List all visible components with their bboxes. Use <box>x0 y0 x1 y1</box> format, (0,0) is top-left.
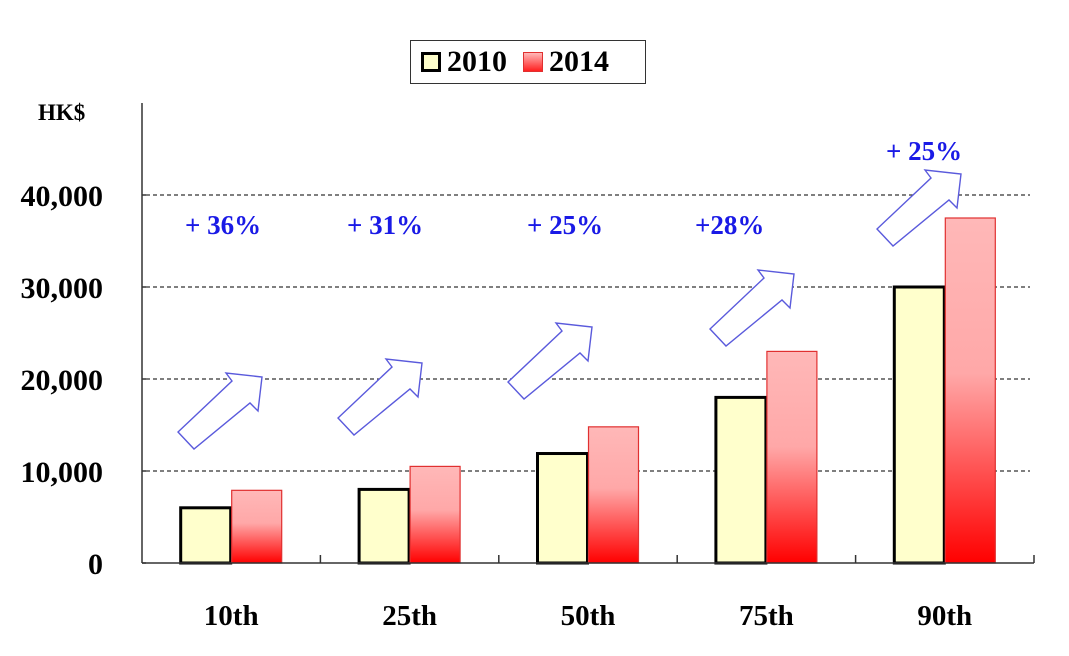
y-tick-label: 20,000 <box>20 364 104 397</box>
x-tick-label: 75th <box>738 600 794 632</box>
x-tick-label: 50th <box>560 600 616 632</box>
growth-percent-label: + 25% <box>886 136 963 166</box>
legend-item-2014: 2014 <box>523 47 609 77</box>
y-tick-label: 30,000 <box>20 272 104 305</box>
bar-2014-25th <box>409 465 461 564</box>
x-tick-label: 10th <box>203 600 259 632</box>
growth-arrows <box>177 169 962 450</box>
bars <box>179 217 996 565</box>
bar-2010-25th <box>357 487 411 565</box>
legend-label-2010: 2010 <box>447 45 507 78</box>
arrow-up-right-icon <box>337 358 423 436</box>
y-tick-label: 0 <box>88 548 103 581</box>
growth-percent-label: + 36% <box>185 210 262 240</box>
bar-2014-90th <box>944 217 996 564</box>
legend-item-2010: 2010 <box>421 47 507 77</box>
growth-percent-label: +28% <box>695 210 765 240</box>
bar-2010-90th <box>892 285 946 565</box>
legend-swatch-2010 <box>421 52 441 72</box>
bar-2014-75th <box>766 350 818 564</box>
x-tick-label: 25th <box>382 600 437 632</box>
bar-2010-75th <box>714 395 768 565</box>
arrow-up-right-icon <box>876 169 962 247</box>
bar-2010-50th <box>536 452 589 565</box>
y-tick-label: 10,000 <box>20 456 104 489</box>
axes <box>141 103 1035 564</box>
arrow-up-right-icon <box>507 322 593 400</box>
growth-percent-label: + 31% <box>347 210 424 240</box>
arrow-up-right-icon <box>177 372 263 450</box>
bar-2010-10th <box>179 506 233 565</box>
bar-2014-10th <box>231 489 283 564</box>
legend: 2010 2014 <box>410 40 646 84</box>
y-axis-unit-label: HK$ <box>38 100 86 125</box>
x-tick-label: 90th <box>917 600 973 632</box>
bar-2014-50th <box>587 426 640 564</box>
gridlines <box>146 194 1030 472</box>
legend-swatch-2014 <box>523 52 543 72</box>
arrow-up-right-icon <box>709 269 795 347</box>
y-tick-label: 40,000 <box>20 180 104 213</box>
growth-percent-label: + 25% <box>527 210 604 240</box>
legend-label-2014: 2014 <box>549 45 609 78</box>
